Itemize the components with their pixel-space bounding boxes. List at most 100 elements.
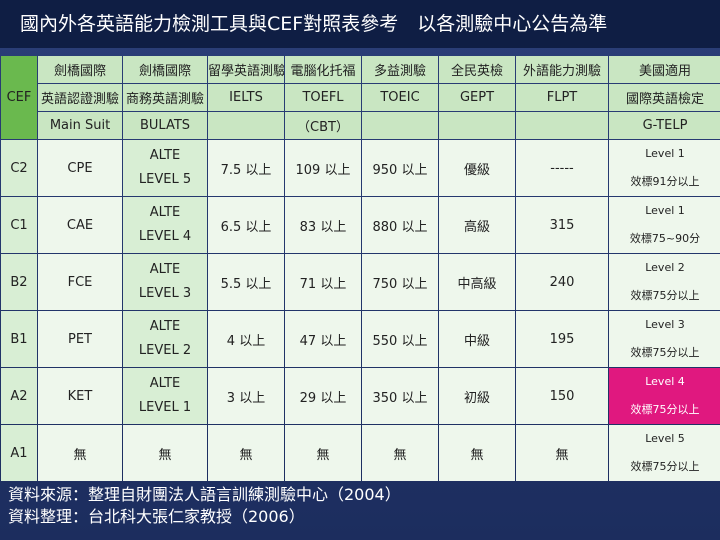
bulats-cell: ALTE LEVEL 3 [123,254,207,310]
main-suite-cell: KET [38,368,122,424]
gtelp-level: Level 2 [645,261,685,274]
flpt-cell: ----- [516,140,608,196]
main-suite-cell: FCE [38,254,122,310]
gtelp-cell: Level 1 效標91分以上 [609,140,720,196]
main-suite-cell: PET [38,311,122,367]
gtelp-cell: Level 2 效標75分以上 [609,254,720,310]
header-row-3: Main Suit BULATS （CBT） G-TELP [1,112,720,139]
cef-level: A2 [1,368,37,424]
ielts-cell: 6.5 以上 [208,197,284,253]
gtelp-score: 效標75分以上 [630,346,700,359]
gtelp-score: 效標75~90分 [629,232,701,245]
bulats-cell: ALTE LEVEL 2 [123,311,207,367]
main-suite-cell: CAE [38,197,122,253]
gtelp-score: 效標75分以上 [630,460,700,473]
ielts-cell: 3 以上 [208,368,284,424]
gept-cell: 優級 [439,140,515,196]
page-title: 國內外各英語能力檢測工具與CEF對照表參考 以各測驗中心公告為準 [0,0,720,48]
toefl-cell: 29 以上 [285,368,361,424]
toeic-cell: 880 以上 [362,197,438,253]
toefl-cell: 109 以上 [285,140,361,196]
toeic-cell: 550 以上 [362,311,438,367]
bulats-cell: 無 [123,425,207,481]
bulats-alte: ALTE [149,205,181,220]
bulats-alte: ALTE [149,262,181,277]
bulats-cell: ALTE LEVEL 1 [123,368,207,424]
gtelp-level: Level 5 [645,432,685,445]
flpt-cell: 無 [516,425,608,481]
table-row: C2 CPE ALTE LEVEL 5 7.5 以上 109 以上 950 以上 … [1,140,720,196]
ielts-cell: 5.5 以上 [208,254,284,310]
gtelp-cell: Level 1 效標75~90分 [609,197,720,253]
header-row-2: 英語認證測驗 商務英語測驗 IELTS TOEFL TOEIC GEPT FLP… [1,84,720,111]
source-line: 資料整理：台北科大張仁家教授（2006） [8,507,305,526]
ielts-cell: 4 以上 [208,311,284,367]
gept-cell: 初級 [439,368,515,424]
header-cell: 劍橋國際 [123,56,207,83]
table-row: B1 PET ALTE LEVEL 2 4 以上 47 以上 550 以上 中級 … [1,311,720,367]
gept-cell: 中高級 [439,254,515,310]
header-cell: IELTS [208,84,284,111]
flpt-cell: 315 [516,197,608,253]
bulats-alte: ALTE [149,148,181,163]
cef-label: CEF [1,56,37,139]
header-cell: （CBT） [285,112,361,139]
header-cell: 外語能力測驗 [516,56,608,83]
header-cell: G-TELP [609,112,720,139]
toeic-cell: 無 [362,425,438,481]
cef-comparison-table: CEF 劍橋國際 劍橋國際 留學英語測驗 電腦化托福 多益測驗 全民英檢 外語能… [0,55,720,482]
header-cell [208,112,284,139]
header-cell: BULATS [123,112,207,139]
header-cell: 劍橋國際 [38,56,122,83]
header-cell: Main Suit [38,112,122,139]
source-line: 資料來源：整理自財團法人語言訓練測驗中心（2004） [8,485,401,504]
header-cell: 國際英語檢定 [609,84,720,111]
cef-level: C1 [1,197,37,253]
gtelp-score: 效標91分以上 [630,175,700,188]
bulats-level: LEVEL 5 [138,172,192,187]
cef-level: B2 [1,254,37,310]
flpt-cell: 240 [516,254,608,310]
bulats-alte: ALTE [149,319,181,334]
toeic-cell: 950 以上 [362,140,438,196]
header-cell: 英語認證測驗 [38,84,122,111]
gept-cell: 高級 [439,197,515,253]
gtelp-level: Level 3 [645,318,685,331]
bulats-cell: ALTE LEVEL 4 [123,197,207,253]
main-suite-cell: 無 [38,425,122,481]
bulats-level: LEVEL 4 [138,229,192,244]
table-row: C1 CAE ALTE LEVEL 4 6.5 以上 83 以上 880 以上 高… [1,197,720,253]
header-cell: GEPT [439,84,515,111]
table-row: A1 無 無 無 無 無 無 無 Level 5 效標75分以上 [1,425,720,481]
toefl-cell: 無 [285,425,361,481]
gtelp-cell: Level 3 效標75分以上 [609,311,720,367]
header-cell: 美國適用 [609,56,720,83]
header-cell: 留學英語測驗 [208,56,284,83]
cef-level: A1 [1,425,37,481]
header-cell [516,112,608,139]
gtelp-score: 效標75分以上 [630,289,700,302]
main-suite-cell: CPE [38,140,122,196]
header-cell [362,112,438,139]
source-note: 資料來源：整理自財團法人語言訓練測驗中心（2004） 資料整理：台北科大張仁家教… [8,484,401,528]
header-row-1: CEF 劍橋國際 劍橋國際 留學英語測驗 電腦化托福 多益測驗 全民英檢 外語能… [1,56,720,139]
header-cell: 全民英檢 [439,56,515,83]
bulats-alte: ALTE [149,376,181,391]
ielts-cell: 無 [208,425,284,481]
gtelp-cell: Level 5 效標75分以上 [609,425,720,481]
toeic-cell: 750 以上 [362,254,438,310]
header-cell: 商務英語測驗 [123,84,207,111]
toefl-cell: 47 以上 [285,311,361,367]
gtelp-level: Level 4 [609,368,720,396]
bulats-level: LEVEL 1 [138,400,192,415]
ielts-cell: 7.5 以上 [208,140,284,196]
gtelp-cell: Level 4 效標75分以上 [609,368,720,424]
flpt-cell: 150 [516,368,608,424]
gtelp-score: 效標75分以上 [609,396,720,424]
gept-cell: 中級 [439,311,515,367]
header-cell [439,112,515,139]
gept-cell: 無 [439,425,515,481]
toefl-cell: 71 以上 [285,254,361,310]
header-cell: TOEIC [362,84,438,111]
table-row: B2 FCE ALTE LEVEL 3 5.5 以上 71 以上 750 以上 中… [1,254,720,310]
